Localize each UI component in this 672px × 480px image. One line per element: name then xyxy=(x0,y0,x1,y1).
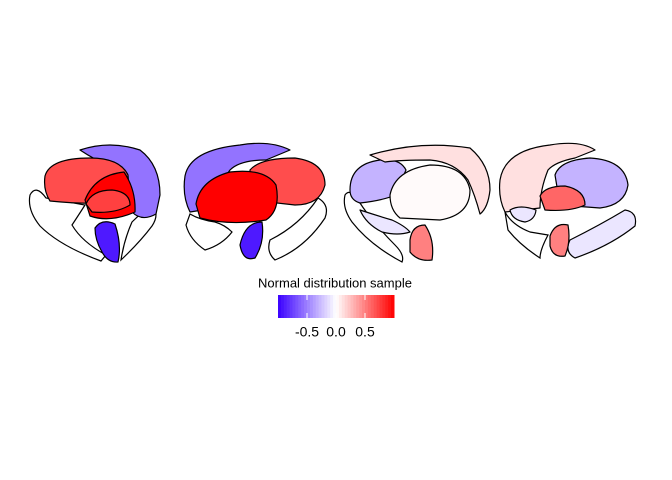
legend-title: Normal distribution sample xyxy=(258,275,412,290)
outline-region xyxy=(504,211,549,260)
brain-region xyxy=(195,170,278,224)
colorbar-segment xyxy=(382,295,386,318)
colorbar-segment xyxy=(280,295,285,318)
colorbar-segment xyxy=(286,295,291,318)
colorbar-segment xyxy=(298,295,302,318)
colorbar-segment xyxy=(301,295,305,318)
colorbar-segment xyxy=(353,295,357,318)
colorbar-tick-label: 0.0 xyxy=(326,324,346,340)
brain-region xyxy=(509,206,537,223)
colorbar-segment xyxy=(295,295,299,318)
colorbar-segment xyxy=(336,295,340,318)
colorbar-segment xyxy=(321,295,325,318)
brain-region xyxy=(239,221,264,260)
colorbar-segment xyxy=(388,295,392,318)
colorbar-tick-label: -0.5 xyxy=(295,324,319,340)
colorbar-segment xyxy=(347,295,351,318)
colorbar-segment xyxy=(309,295,314,318)
colorbar-segment xyxy=(362,295,366,318)
brain-region xyxy=(539,185,586,212)
brain-region xyxy=(498,142,596,213)
colorbar-segment xyxy=(376,295,380,318)
colorbar-segment xyxy=(327,295,331,318)
colorbar-segment xyxy=(333,295,337,318)
colorbar-segment xyxy=(289,295,293,318)
outline-region xyxy=(268,197,328,261)
colorbar-segment xyxy=(330,295,334,318)
colorbar-segment xyxy=(292,295,296,318)
outline-region xyxy=(28,189,107,262)
brain-region xyxy=(389,164,471,221)
colorbar-segment xyxy=(391,295,395,318)
colorbar-segment xyxy=(304,295,308,318)
colorbar-segment xyxy=(318,295,322,318)
colorbar-segment xyxy=(350,295,354,318)
colorbar-segment xyxy=(341,295,346,318)
brain-region xyxy=(409,224,434,261)
colorbar-segment xyxy=(379,295,383,318)
colorbar-segment xyxy=(283,295,288,318)
colorbar-segment xyxy=(367,295,372,318)
brain-region xyxy=(359,209,411,235)
brain-region xyxy=(94,221,121,263)
brain-region xyxy=(549,223,570,257)
colorbar-segment xyxy=(312,295,317,318)
colorbar-segment xyxy=(344,295,349,318)
colorbar-segment xyxy=(324,295,328,318)
colorbar-segment xyxy=(370,295,375,318)
colorbar-segment xyxy=(278,295,282,318)
outline-region xyxy=(185,213,233,251)
colorbar-segment xyxy=(365,295,369,318)
colorbar-segment xyxy=(315,295,320,318)
colorbar-segment xyxy=(385,295,389,318)
colorbar-segment xyxy=(356,295,360,318)
colorbar-tick-label: 0.5 xyxy=(355,324,375,340)
colorbar-segment xyxy=(307,295,311,318)
colorbar-segment xyxy=(359,295,363,318)
colorbar-segment xyxy=(338,295,343,318)
brain-region xyxy=(85,189,131,213)
brain-region xyxy=(369,144,491,215)
colorbar-segment xyxy=(373,295,378,318)
brain-region xyxy=(567,209,637,259)
